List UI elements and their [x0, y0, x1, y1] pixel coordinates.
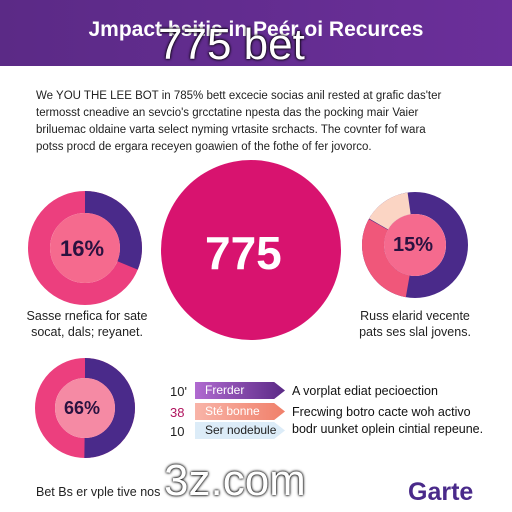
header-band — [0, 0, 512, 66]
intro-line: potss procd de ergara receyen goawien of… — [36, 141, 372, 153]
list-tag: Sté bonne — [195, 403, 285, 420]
watermark: 3z.com — [164, 456, 306, 505]
center-label: 775 — [205, 227, 282, 279]
caption-line: socat, dals; reyanet. — [31, 325, 143, 339]
list-number: 10 — [170, 424, 185, 439]
list-text: bodr uunket oplein cintial repeune. — [292, 422, 484, 436]
title: Jmpact bsitis in Peér oi Recurces — [88, 18, 424, 41]
caption-line: Sasse rnefica for sate — [26, 309, 148, 323]
list-text: A vorplat ediat pecioection — [292, 384, 438, 398]
intro: We YOU THE LEE BOT in 785% bett excecie … — [36, 88, 441, 156]
donut-label: 66% — [64, 398, 101, 418]
logo: Garte — [408, 478, 474, 506]
donut-core — [384, 214, 446, 276]
list-text: Frecwing botro cacte woh activo — [292, 405, 471, 419]
list-number: 10' — [170, 384, 187, 399]
donut-core — [55, 378, 115, 438]
donut-core — [50, 213, 120, 283]
list-number: 38 — [170, 405, 185, 420]
intro-line: briluemac oldaine varta select nyming vr… — [36, 124, 426, 136]
donut-segment — [361, 192, 468, 298]
watermark: 775 bet — [158, 20, 305, 69]
caption: Sasse rnefica for sate socat, dals; reya… — [22, 308, 152, 340]
donut-segment — [35, 358, 135, 458]
donut-label: 15% — [393, 234, 434, 256]
donut-label: 16% — [60, 236, 105, 261]
caption: Russ elarid vecente pats ses slal jovens… — [350, 308, 480, 340]
list-tag: Ser nodebule — [195, 422, 285, 439]
footer-text: Bet Bs er vple tive nos — [36, 485, 161, 499]
list-tag: Frerder — [195, 382, 285, 399]
intro-line: termosst cneadive an sevcio's grcctatine… — [36, 107, 419, 119]
center-circle — [161, 160, 341, 340]
caption-line: Russ elarid vecente — [360, 309, 470, 323]
caption-line: pats ses slal jovens. — [359, 325, 471, 339]
intro-line: We YOU THE LEE BOT in 785% bett excecie … — [36, 90, 442, 102]
donut-segment — [28, 191, 142, 305]
